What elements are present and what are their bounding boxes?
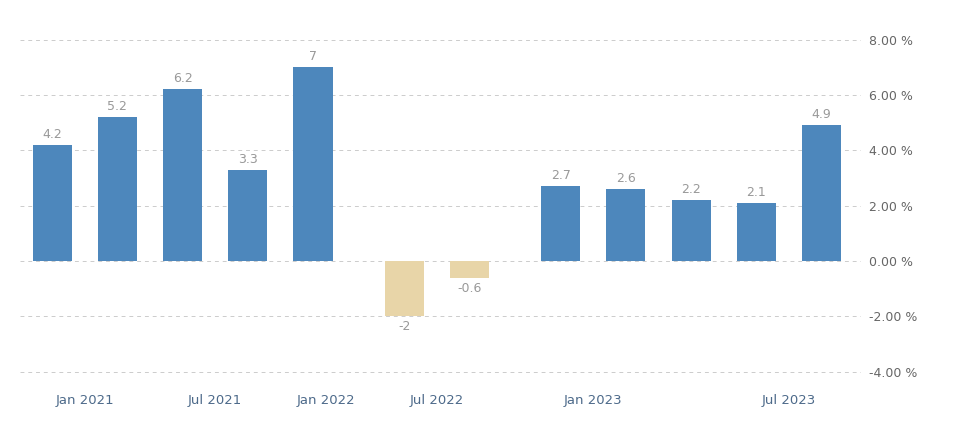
Bar [540, 186, 579, 261]
Text: 4.9: 4.9 [811, 108, 830, 121]
Text: 7: 7 [309, 50, 317, 63]
Bar [293, 67, 332, 261]
Bar [384, 261, 423, 316]
Text: 2.1: 2.1 [745, 186, 765, 199]
Bar [98, 117, 137, 261]
Text: -0.6: -0.6 [457, 282, 481, 295]
Bar [163, 89, 202, 261]
Text: 2.7: 2.7 [550, 169, 570, 182]
Text: 6.2: 6.2 [173, 72, 192, 85]
Bar [736, 203, 775, 261]
Bar [606, 189, 645, 261]
Text: 2.6: 2.6 [616, 172, 635, 185]
Text: 3.3: 3.3 [237, 152, 257, 166]
Text: 2.2: 2.2 [681, 183, 701, 196]
Text: 4.2: 4.2 [42, 127, 62, 141]
Bar [671, 200, 710, 261]
Bar [228, 170, 267, 261]
Bar [32, 145, 71, 261]
Bar [801, 125, 840, 261]
Text: 5.2: 5.2 [107, 100, 127, 113]
Bar [449, 261, 488, 278]
Text: -2: -2 [398, 321, 410, 333]
